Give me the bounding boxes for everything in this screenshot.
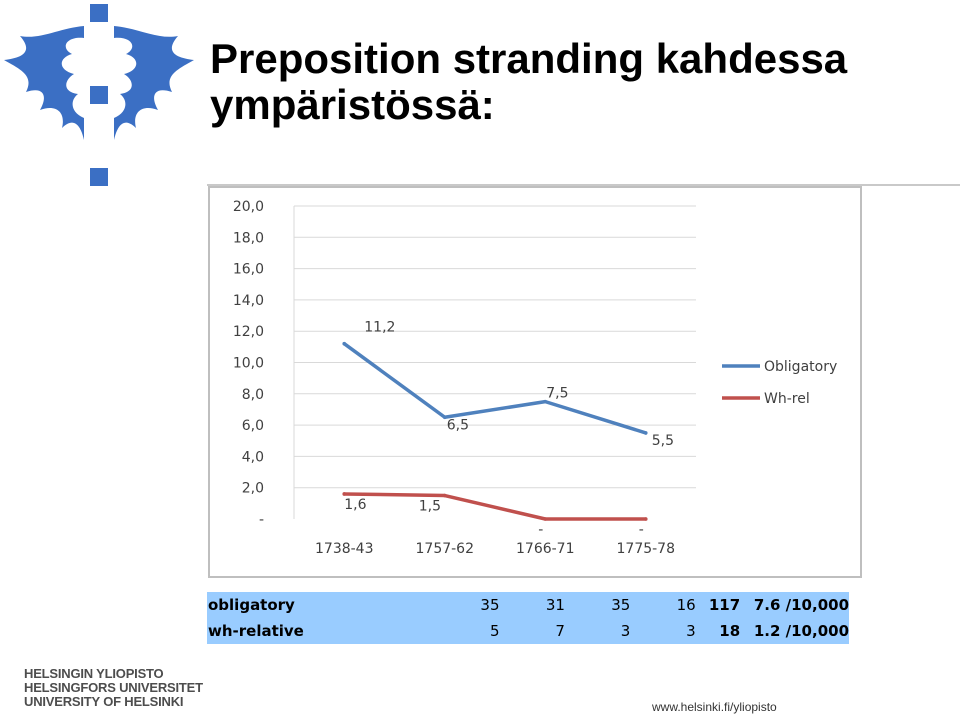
data-label: 1,6 [344, 497, 366, 513]
table-cell-rate: 7.6 /10,000 [753, 596, 849, 614]
x-tick-label: 1738-43 [315, 541, 374, 557]
table-cell-rate: 1.2 /10,000 [753, 622, 849, 640]
data-point [543, 517, 548, 521]
data-label: 7,5 [546, 386, 568, 402]
table-row: wh-relative 5 7 3 3 18 1.2 /10,000 [207, 618, 849, 644]
x-tick-label: 1766-71 [516, 541, 575, 557]
y-tick-label: 8,0 [242, 387, 264, 403]
table-cell-c3: 35 [611, 596, 631, 614]
y-tick-label: 2,0 [242, 481, 264, 497]
series-line-wh-rel [342, 492, 648, 521]
university-name-fi: HELSINGIN YLIOPISTO [24, 666, 164, 681]
x-tick-label: 1757-62 [416, 541, 475, 557]
y-tick-label: 6,0 [242, 418, 264, 434]
y-tick-label: 4,0 [242, 449, 264, 465]
table-cell-total: 117 [708, 596, 741, 614]
university-name: HELSINGIN YLIOPISTO HELSINGFORS UNIVERSI… [24, 667, 203, 709]
data-label: 11,2 [364, 320, 395, 336]
data-label: - [639, 522, 644, 538]
y-tick-label: 16,0 [233, 262, 264, 278]
data-point [442, 415, 447, 420]
y-tick-label: 18,0 [233, 230, 264, 246]
data-label: 1,5 [419, 499, 441, 515]
table-cell-total: 18 [719, 622, 741, 640]
counts-table: obligatory 35 31 35 16 117 7.6 /10,000 wh-relat… [207, 592, 849, 644]
table-cell-label: obligatory [208, 596, 295, 614]
university-name-en: UNIVERSITY OF HELSINKI [24, 694, 184, 709]
title-divider [207, 184, 960, 186]
table-cell-c2: 7 [555, 622, 565, 640]
table-cell-c2: 31 [545, 596, 565, 614]
series-line-obligatory [342, 341, 648, 435]
university-name-sv: HELSINGFORS UNIVERSITET [24, 680, 203, 695]
data-point [342, 492, 347, 496]
table-cell-c3: 3 [620, 622, 631, 640]
table-row: obligatory 35 31 35 16 117 7.6 /10,000 [207, 592, 849, 618]
legend-entry: Obligatory [764, 359, 837, 375]
y-tick-label: 14,0 [233, 293, 264, 309]
chart-frame [208, 186, 862, 578]
data-point [543, 399, 548, 404]
table-cell-label: wh-relative [208, 622, 304, 640]
data-point [643, 431, 648, 435]
y-tick-label: 12,0 [233, 324, 264, 340]
x-tick-label: 1775-78 [617, 541, 676, 557]
data-point [342, 341, 347, 346]
footer-url: www.helsinki.fi/yliopisto [652, 700, 777, 714]
data-point [442, 493, 447, 498]
slide-title: Preposition stranding kahdessa ympäristö… [210, 35, 848, 128]
data-point [643, 517, 648, 521]
y-tick-label: - [259, 512, 264, 528]
line-chart: - 2,0 4,0 6,0 8,0 10,0 12,0 14,0 16,0 18,0 20,0 173… [233, 199, 837, 557]
data-label: - [538, 522, 543, 538]
table-cell-c1: 35 [480, 596, 500, 614]
y-tick-label: 10,0 [233, 356, 264, 372]
table-cell-c4: 16 [676, 596, 696, 614]
y-tick-label: 20,0 [233, 199, 264, 215]
data-label: 6,5 [447, 417, 469, 433]
university-logo-icon [4, 4, 194, 186]
legend-entry: Wh-rel [764, 391, 810, 407]
data-label: 5,5 [652, 433, 674, 449]
table-cell-c1: 5 [489, 622, 500, 640]
table-cell-c4: 3 [686, 622, 696, 640]
